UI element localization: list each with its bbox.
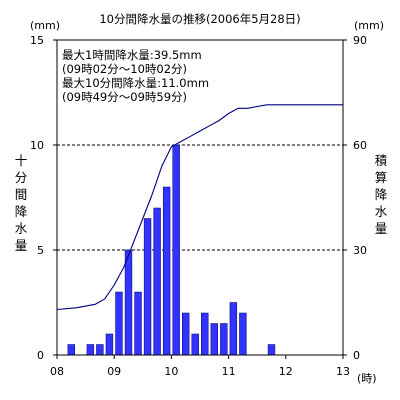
y-tick-label-left: 10 <box>30 139 44 152</box>
y-tick-label-right: 90 <box>353 34 367 47</box>
axis-label-char: 積 <box>374 153 388 168</box>
axis-label-char: 分 <box>14 170 28 185</box>
axis-label-char: 水 <box>374 204 388 219</box>
bar <box>182 312 190 356</box>
bar <box>162 186 171 356</box>
annotation-line: (09時02分～10時02分) <box>62 62 188 76</box>
bar <box>229 302 238 356</box>
y-tick-label-right: 30 <box>353 244 367 257</box>
y-tick-label-right: 60 <box>353 139 367 152</box>
axis-label-char: 量 <box>14 238 28 253</box>
x-tick-label: 11 <box>222 365 236 378</box>
axis-label-char: 水 <box>14 221 28 236</box>
annotation-box: 最大1時間降水量:39.5mm (09時02分～10時02分) 最大10分間降水… <box>62 48 209 104</box>
bar <box>267 344 276 356</box>
axis-label-char: 量 <box>374 221 388 236</box>
left-axis-label: 十分間降水量 <box>14 152 28 254</box>
axis-label-char: 算 <box>374 170 388 185</box>
bar <box>143 218 152 356</box>
axis-label-char: 降 <box>14 204 28 219</box>
left-axis-unit: (mm) <box>30 19 61 32</box>
axis-label-char: 間 <box>14 187 28 202</box>
annotation-line: 最大1時間降水量:39.5mm <box>62 48 202 62</box>
bar <box>115 291 123 356</box>
bar <box>67 344 75 356</box>
annotation-line: (09時49分～09時59分) <box>62 90 188 104</box>
bar <box>210 323 218 356</box>
x-tick-label: 10 <box>164 365 178 378</box>
y-tick-label-left: 5 <box>37 244 44 257</box>
bar <box>86 344 95 356</box>
bar <box>96 344 104 356</box>
x-tick-label: 12 <box>279 365 293 378</box>
x-tick-label: 13 <box>336 365 350 378</box>
bar <box>201 312 209 356</box>
chart-title: 10分間降水量の推移(2006年5月28日) <box>99 12 301 26</box>
bar <box>153 207 161 356</box>
axis-label-char: 十 <box>14 153 28 168</box>
x-tick-label: 08 <box>50 365 64 378</box>
bar <box>239 312 247 356</box>
x-tick-label: 09 <box>107 365 121 378</box>
bar <box>124 249 133 356</box>
y-tick-label-left: 15 <box>30 34 44 47</box>
bar <box>172 144 180 356</box>
annotation-line: 最大10分間降水量:11.0mm <box>62 76 210 90</box>
y-tick-label-right: 0 <box>353 349 360 362</box>
bar <box>220 323 228 356</box>
axis-label-char: 降 <box>374 187 388 202</box>
right-axis-label: 積算降水量 <box>374 152 388 237</box>
cumulative-line <box>56 104 343 311</box>
plot-frame <box>56 39 344 356</box>
bar <box>191 333 199 356</box>
y-tick-label-left: 0 <box>37 349 44 362</box>
x-axis-unit: (時) <box>357 372 377 385</box>
right-axis-unit: (mm) <box>354 19 385 32</box>
bar <box>134 291 142 356</box>
bar <box>105 333 114 356</box>
